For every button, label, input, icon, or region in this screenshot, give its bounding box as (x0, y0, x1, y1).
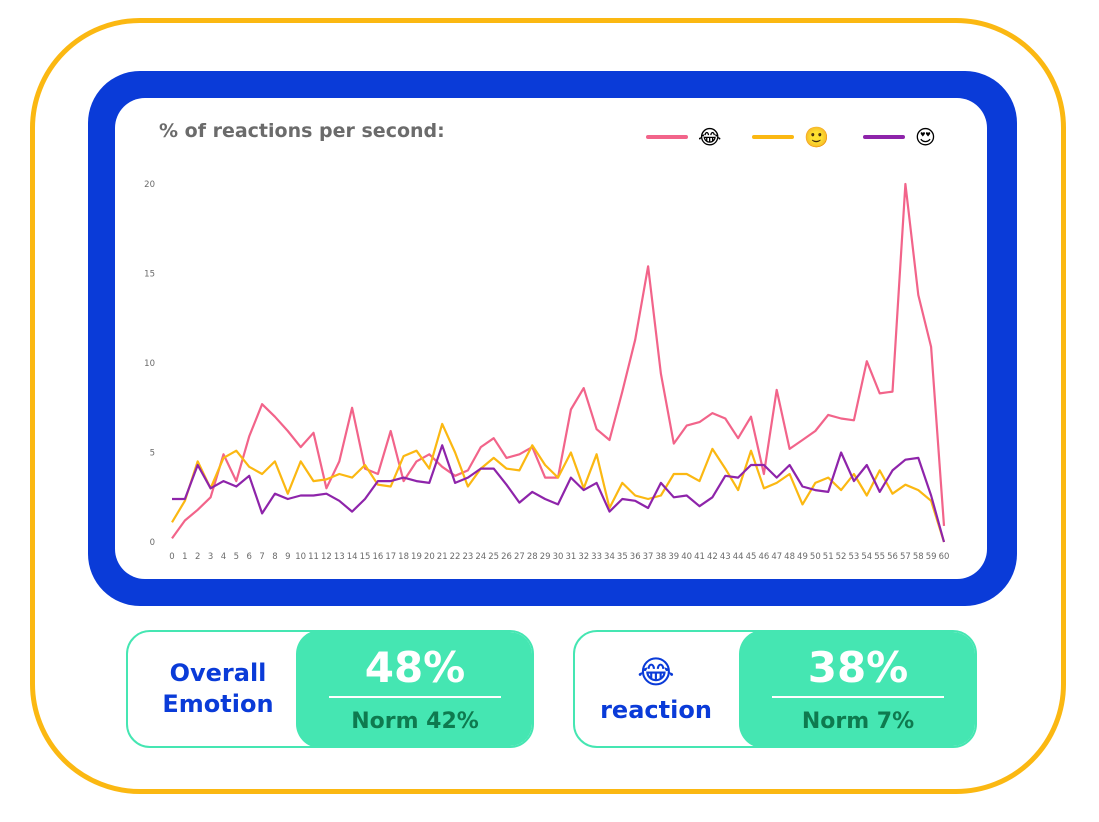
x-tick-label: 38 (656, 552, 667, 562)
x-tick-label: 10 (295, 552, 306, 562)
x-tick-label: 32 (578, 552, 589, 562)
legend-label-laugh: 😂 (698, 125, 722, 149)
x-tick-label: 57 (900, 552, 911, 562)
reaction-label: reaction (600, 695, 712, 724)
x-tick-label: 2 (195, 552, 200, 562)
x-tick-label: 42 (707, 552, 718, 562)
y-tick-label: 0 (150, 538, 155, 548)
x-tick-label: 52 (836, 552, 847, 562)
x-tick-label: 45 (746, 552, 757, 562)
x-tick-label: 36 (630, 552, 641, 562)
laugh-reaction-value-panel: 38% Norm 7% (739, 632, 975, 746)
x-tick-label: 47 (771, 552, 782, 562)
y-tick-label: 20 (144, 180, 155, 190)
x-tick-label: 21 (437, 552, 448, 562)
y-tick-label: 15 (144, 270, 155, 280)
laugh-reaction-label: 😂 reaction (575, 632, 737, 746)
x-tick-label: 29 (540, 552, 551, 562)
x-tick-label: 46 (758, 552, 769, 562)
overall-emotion-label-line1: Overall (169, 659, 267, 687)
series-line-laugh (171, 182, 946, 540)
x-tick-label: 1 (182, 552, 187, 562)
x-tick-label: 48 (784, 552, 795, 562)
laugh-reaction-value: 38% (807, 643, 909, 692)
x-tick-label: 55 (874, 552, 885, 562)
x-tick-label: 6 (246, 552, 251, 562)
legend-line-laugh (646, 135, 688, 139)
overall-emotion-label-line2: Emotion (162, 690, 274, 718)
x-tick-label: 4 (221, 552, 226, 562)
x-tick-label: 31 (565, 552, 576, 562)
x-tick-label: 5 (234, 552, 239, 562)
x-tick-label: 9 (285, 552, 290, 562)
legend-label-smile: 🙂 (804, 125, 829, 149)
overall-emotion-divider (329, 696, 501, 698)
legend-line-smile (752, 135, 794, 139)
x-tick-label: 22 (450, 552, 461, 562)
overall-emotion-norm: Norm 42% (351, 709, 479, 734)
x-tick-label: 33 (591, 552, 602, 562)
x-tick-label: 27 (514, 552, 525, 562)
x-tick-label: 0 (169, 552, 174, 562)
x-tick-label: 19 (411, 552, 422, 562)
x-tick-label: 53 (849, 552, 860, 562)
legend-line-heart-eyes (863, 135, 905, 139)
chart-legend: 😂 🙂 😍 (115, 122, 987, 152)
x-tick-label: 12 (321, 552, 332, 562)
x-tick-label: 40 (681, 552, 692, 562)
chart-card: % of reactions per second: 😂 🙂 😍 0 5 10 15 2… (115, 98, 987, 579)
x-tick-label: 60 (939, 552, 950, 562)
x-tick-label: 8 (272, 552, 277, 562)
x-tick-label: 28 (527, 552, 538, 562)
x-tick-label: 18 (398, 552, 409, 562)
x-tick-label: 59 (926, 552, 937, 562)
chart-title: % of reactions per second: (159, 120, 445, 142)
laugh-emoji-icon: 😂 (637, 652, 675, 691)
x-tick-label: 41 (694, 552, 705, 562)
x-tick-label: 51 (823, 552, 834, 562)
x-tick-label: 43 (720, 552, 731, 562)
y-tick-label: 10 (144, 359, 155, 369)
x-tick-label: 7 (259, 552, 264, 562)
laugh-reaction-card: 😂 reaction 38% Norm 7% (573, 630, 977, 748)
laugh-reaction-norm: Norm 7% (801, 709, 915, 734)
x-tick-label: 30 (553, 552, 564, 562)
x-tick-label: 20 (424, 552, 435, 562)
x-tick-label: 14 (347, 552, 358, 562)
x-tick-label: 26 (501, 552, 512, 562)
x-tick-label: 16 (372, 552, 383, 562)
x-tick-label: 15 (360, 552, 371, 562)
x-tick-label: 24 (475, 552, 486, 562)
x-tick-label: 56 (887, 552, 898, 562)
x-tick-label: 37 (643, 552, 654, 562)
overall-emotion-card: Overall Emotion 48% Norm 42% (126, 630, 534, 748)
x-tick-label: 13 (334, 552, 345, 562)
series-line-smile (171, 422, 946, 543)
x-tick-label: 23 (463, 552, 474, 562)
x-tick-label: 54 (861, 552, 872, 562)
x-tick-label: 34 (604, 552, 615, 562)
x-tick-label: 17 (385, 552, 396, 562)
y-tick-label: 5 (150, 449, 155, 459)
x-tick-label: 35 (617, 552, 628, 562)
overall-emotion-value-panel: 48% Norm 42% (296, 632, 532, 746)
x-tick-label: 39 (668, 552, 679, 562)
overall-emotion-label: Overall Emotion (128, 632, 308, 746)
x-tick-label: 44 (733, 552, 744, 562)
overall-emotion-value: 48% (364, 643, 466, 692)
x-tick-label: 58 (913, 552, 924, 562)
legend-label-heart-eyes: 😍 (915, 125, 936, 149)
x-tick-label: 3 (208, 552, 213, 562)
x-tick-label: 25 (488, 552, 499, 562)
series-line-heart-eyes (172, 444, 946, 543)
x-tick-label: 50 (810, 552, 821, 562)
x-tick-label: 11 (308, 552, 319, 562)
x-tick-label: 49 (797, 552, 808, 562)
laugh-reaction-divider (772, 696, 944, 698)
